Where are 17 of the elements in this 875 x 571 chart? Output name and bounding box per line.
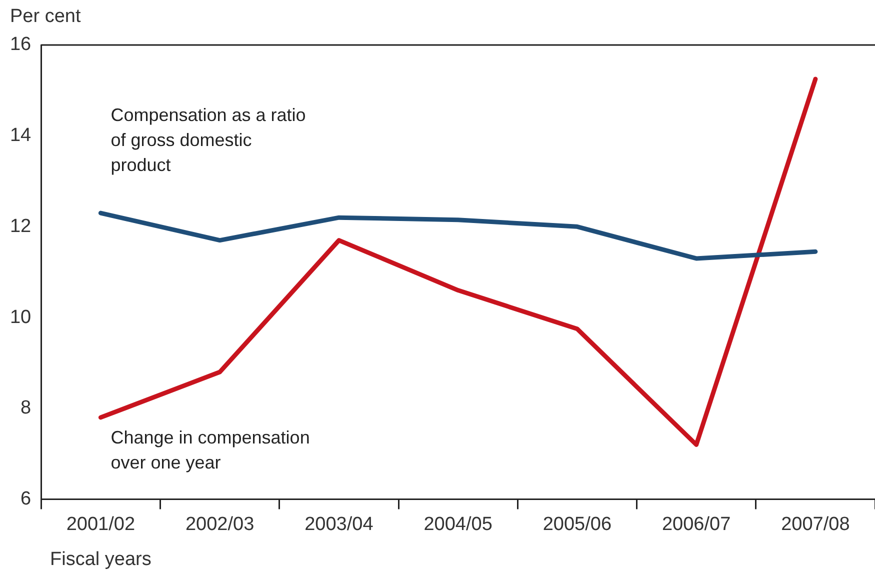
x-tick-label: 2003/04 [304, 514, 374, 535]
x-tick-label: 2002/03 [185, 514, 254, 535]
x-tick-label: 2001/02 [66, 514, 136, 535]
y-tick-label: 8 [20, 398, 32, 419]
x-axis-title: Fiscal years [50, 549, 152, 571]
y-tick-label: 14 [10, 125, 32, 146]
y-axis-title: Per cent [10, 6, 81, 28]
y-tick-label: 6 [20, 488, 32, 510]
y-tick-label: 12 [10, 216, 32, 237]
series-label: Change in compensation over one year [110, 427, 310, 472]
y-tick-label: 10 [10, 306, 32, 328]
y-tick-label: 16 [10, 34, 32, 56]
x-tick-label: 2004/05 [424, 514, 492, 535]
x-tick-label: 2007/08 [781, 514, 850, 535]
x-tick-label: 2005/06 [542, 514, 612, 535]
text: Compensation as a ratio of gross domestic product [110, 105, 306, 176]
x-tick-label: 2006/07 [662, 514, 731, 535]
